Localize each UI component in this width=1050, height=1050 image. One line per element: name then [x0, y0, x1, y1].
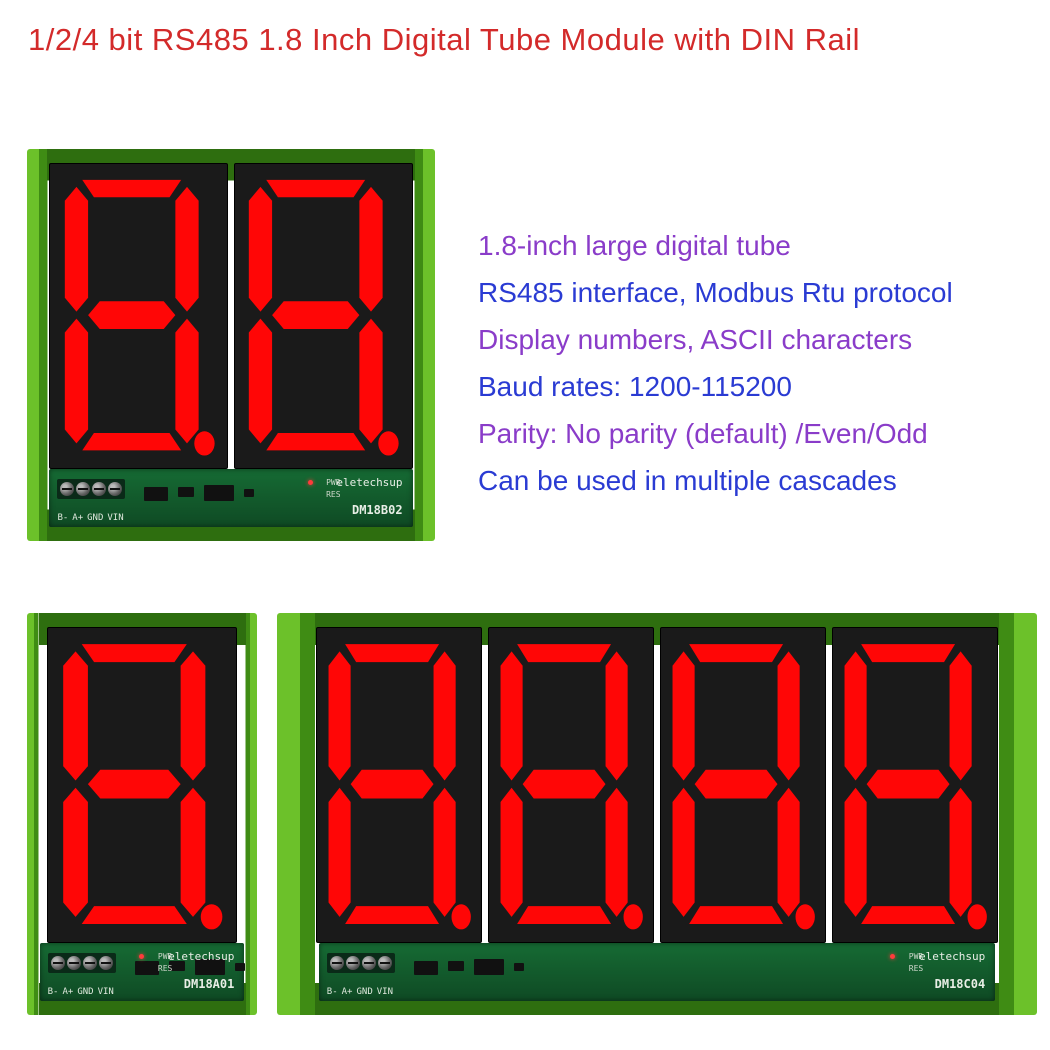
terminal-screw [108, 482, 122, 496]
terminal-screw [378, 956, 392, 970]
seven-segment-digit [316, 627, 482, 943]
power-led [308, 480, 313, 485]
feature-list: 1.8-inch large digital tube RS485 interf… [478, 222, 953, 504]
seven-segment-digit [234, 163, 413, 469]
terminal-screw [67, 956, 81, 970]
pin-label: GND [87, 513, 103, 523]
silk-res: RES [326, 490, 340, 499]
pin-labels: B- A+ GND VIN [57, 513, 123, 523]
feature-item: Baud rates: 1200-115200 [478, 363, 953, 410]
silk-res: RES [909, 964, 923, 973]
pin-labels: B- A+GND VIN [327, 987, 393, 997]
seven-segment-digit [49, 163, 228, 469]
pin-label: VIN [107, 513, 123, 523]
module-one_digit: B-A+GNDVINPWRRESeletechsupDM18A01 [27, 613, 257, 1015]
feature-item: Can be used in multiple cascades [478, 457, 953, 504]
smd-component [204, 485, 234, 501]
model-label: DM18A01 [184, 977, 235, 991]
brand-label: eletechsup [168, 950, 234, 963]
seven-segment-digit [660, 627, 826, 943]
smd-component [448, 961, 464, 971]
terminal-screw [92, 482, 106, 496]
terminal-screw [362, 956, 376, 970]
smd-component [178, 487, 194, 497]
terminal-screw [99, 956, 113, 970]
feature-item: Display numbers, ASCII characters [478, 316, 953, 363]
pin-label: A+ [342, 987, 353, 997]
display-row [319, 627, 995, 943]
smd-component [135, 961, 159, 975]
smd-component [244, 489, 254, 497]
pin-label: VIN [98, 987, 114, 997]
terminal-block [327, 953, 395, 973]
pin-labels: B-A+ GND VIN [48, 987, 114, 997]
model-label: DM18C04 [935, 977, 986, 991]
terminal-screw [346, 956, 360, 970]
brand-label: eletechsup [336, 476, 402, 489]
pin-label: VIN [377, 987, 393, 997]
smd-component [514, 963, 524, 971]
seven-segment-digit [47, 627, 237, 943]
module-four_digit: B-A+GNDVINPWRRESeletechsupDM18C04 [277, 613, 1037, 1015]
silk-res: RES [158, 964, 172, 973]
feature-item: 1.8-inch large digital tube [478, 222, 953, 269]
seven-segment-digit [832, 627, 998, 943]
terminal-screw [60, 482, 74, 496]
smd-component [144, 487, 168, 501]
smd-component [235, 963, 245, 971]
pin-label: A+ [62, 987, 73, 997]
module-two_digit: B-A+GNDVINPWRRESeletechsupDM18B02 [27, 149, 435, 541]
pin-label: B- [57, 513, 68, 523]
terminal-block [48, 953, 116, 973]
terminal-screw [51, 956, 65, 970]
feature-item: Parity: No parity (default) /Even/Odd [478, 410, 953, 457]
pin-label: B- [327, 987, 338, 997]
page-title: 1/2/4 bit RS485 1.8 Inch Digital Tube Mo… [28, 22, 860, 58]
brand-label: eletechsup [919, 950, 985, 963]
terminal-screw [76, 482, 90, 496]
terminal-screw [330, 956, 344, 970]
terminal-screw [83, 956, 97, 970]
display-row [40, 627, 245, 943]
smd-component [474, 959, 504, 975]
seven-segment-digit [488, 627, 654, 943]
model-label: DM18B02 [352, 503, 403, 517]
smd-component [414, 961, 438, 975]
pin-label: GND [77, 987, 93, 997]
pin-label: B- [48, 987, 59, 997]
pin-label: A+ [72, 513, 83, 523]
feature-item: RS485 interface, Modbus Rtu protocol [478, 269, 953, 316]
terminal-block [57, 479, 125, 499]
pin-label: GND [356, 987, 372, 997]
display-row [49, 163, 412, 469]
